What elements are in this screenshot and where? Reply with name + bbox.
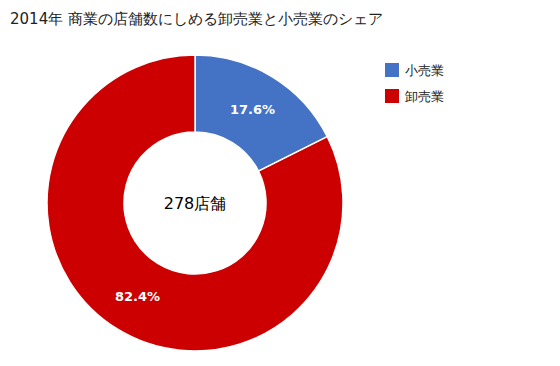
slice xyxy=(47,55,343,351)
slices xyxy=(47,55,343,351)
legend: 小売業卸売業 xyxy=(385,63,444,104)
legend-swatch xyxy=(385,63,399,77)
legend-label: 小売業 xyxy=(405,63,444,78)
legend-swatch xyxy=(385,89,399,103)
title: 2014年 商業の店舗数にしめる卸売業と小売業のシェア xyxy=(10,10,383,28)
data-labels: 17.6% 82.4% xyxy=(115,102,275,303)
chart-container: 2014年 商業の店舗数にしめる卸売業と小売業のシェア 17.6% 82.4% 278… xyxy=(0,0,560,366)
chart: 2014年 商業の店舗数にしめる卸売業と小売業のシェア 17.6% 82.4% 278… xyxy=(0,0,560,366)
legend-label: 卸売業 xyxy=(405,89,444,104)
data-label: 17.6% xyxy=(230,102,275,117)
center-text: 278店舗 xyxy=(164,194,227,213)
data-label: 82.4% xyxy=(115,289,160,304)
